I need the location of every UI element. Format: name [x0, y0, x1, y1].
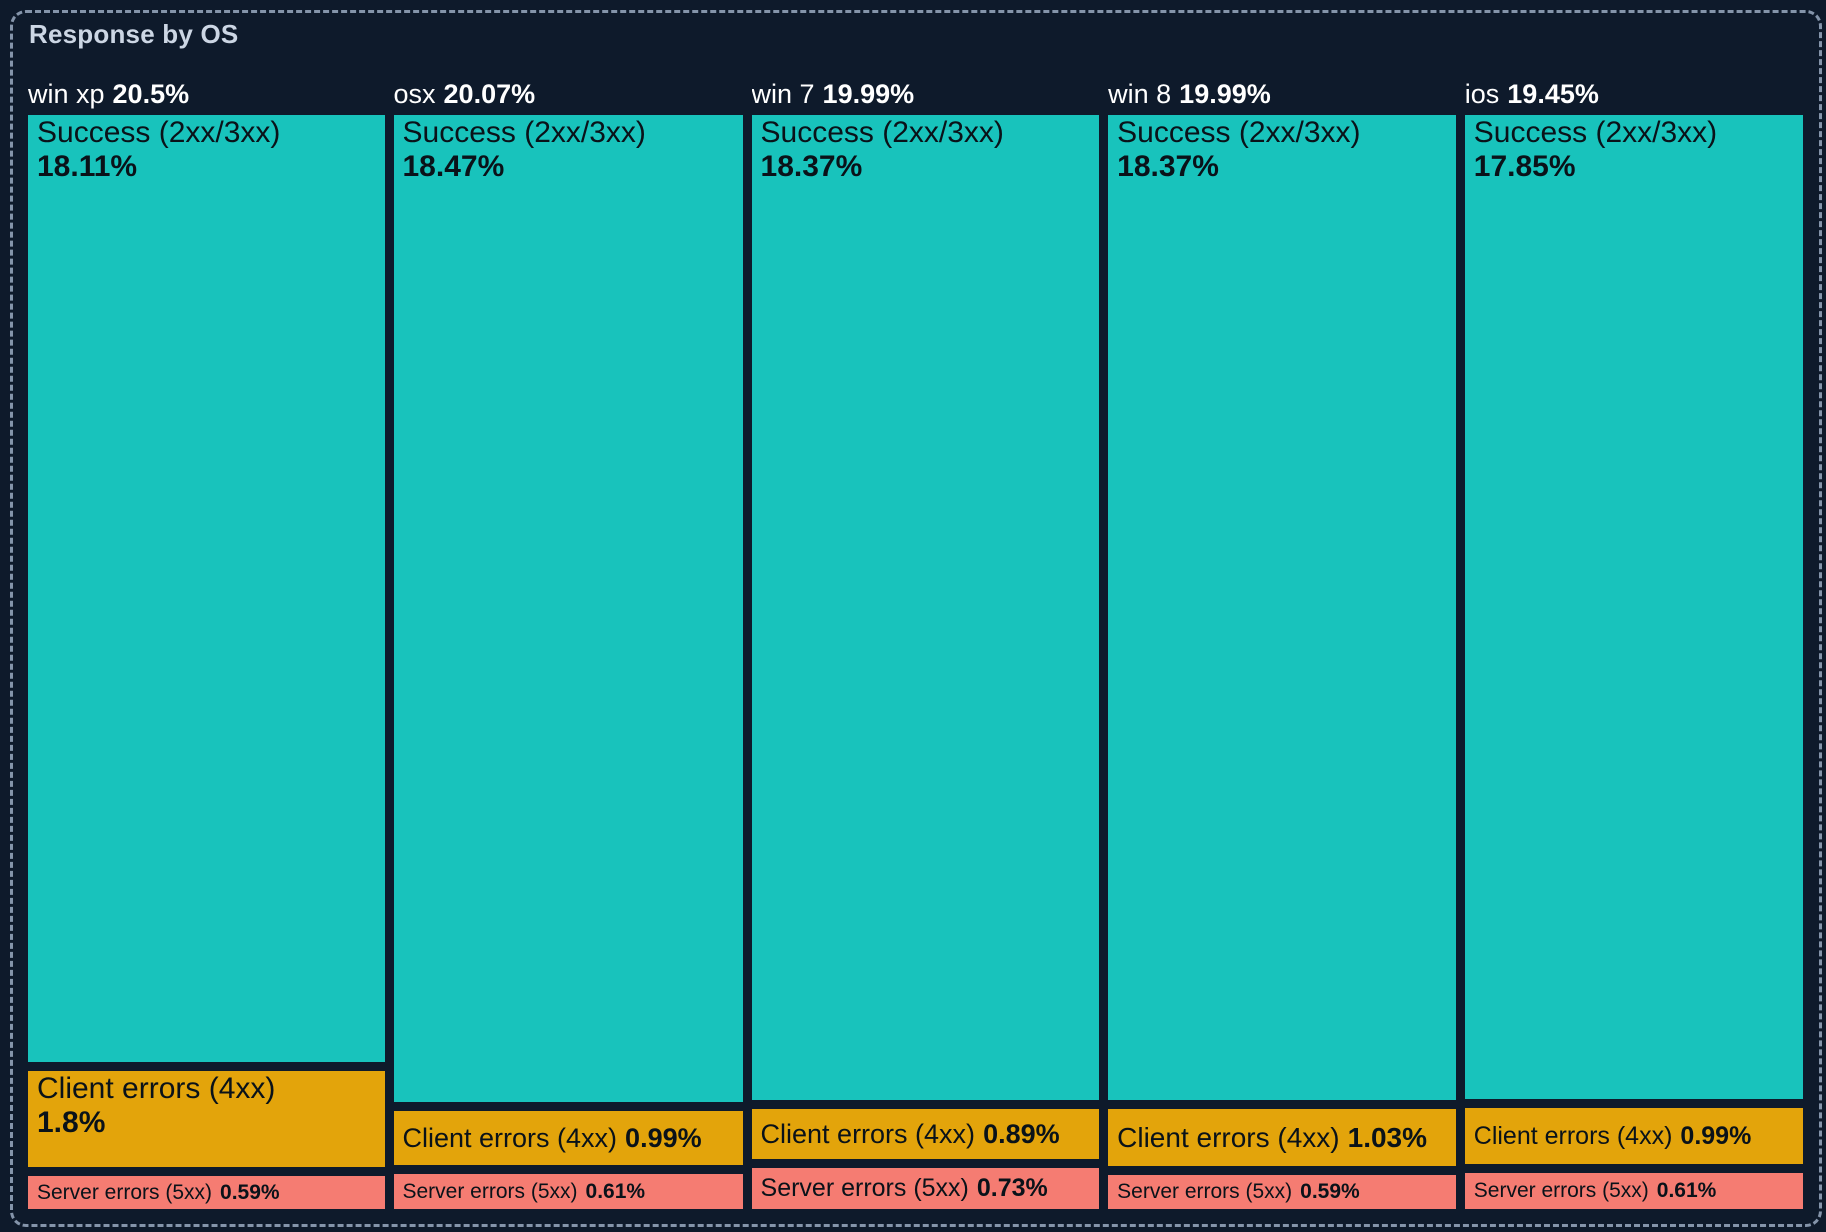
os-percent-value: 19.45%	[1507, 79, 1599, 109]
status-percent-value: 0.61%	[1656, 1179, 1717, 1203]
os-percent-value: 20.07%	[443, 79, 536, 109]
status-percent-value: 0.99%	[1680, 1121, 1752, 1150]
status-percent-value: 17.85%	[1473, 149, 1576, 183]
status-percent-value: 18.37%	[1117, 149, 1219, 183]
os-percent-value: 19.99%	[822, 79, 915, 109]
response-by-os-panel: Response by OS win xp 20.5% Success (2xx/3…	[10, 10, 1822, 1227]
status-label: Client errors (4xx)	[760, 1118, 976, 1149]
os-column-header-ios: ios 19.45%	[1465, 79, 1803, 115]
success-cell-osx[interactable]: Success (2xx/3xx) 18.47%	[393, 115, 743, 1102]
os-column-cells: Success (2xx/3xx) 18.47% Client errors (4x…	[393, 115, 743, 1209]
success-cell-win-7[interactable]: Success (2xx/3xx) 18.37%	[751, 115, 1100, 1101]
status-percent-value: 0.59%	[1300, 1180, 1360, 1204]
status-label: Success (2xx/3xx)	[760, 116, 1004, 149]
status-label: Server errors (5xx)	[1473, 1179, 1649, 1203]
os-column-win-xp: win xp 20.5% Success (2xx/3xx) 18.11% Client…	[28, 79, 385, 1209]
status-label: Server errors (5xx)	[1117, 1180, 1293, 1204]
client-cell-win-7[interactable]: Client errors (4xx) 0.89%	[751, 1109, 1100, 1159]
treemap-chart: win xp 20.5% Success (2xx/3xx) 18.11% Client…	[28, 79, 1803, 1210]
os-name-label: osx	[393, 79, 436, 109]
status-label: Server errors (5xx)	[402, 1179, 578, 1203]
os-name-label: win 8	[1108, 79, 1172, 109]
status-label: Server errors (5xx)	[760, 1173, 969, 1202]
status-percent-value: 0.73%	[976, 1173, 1048, 1202]
status-percent-value: 1.8%	[37, 1105, 106, 1139]
os-name-label: win 7	[751, 79, 815, 109]
server-cell-osx[interactable]: Server errors (5xx) 0.61%	[393, 1174, 743, 1209]
os-column-cells: Success (2xx/3xx) 18.37% Client errors (4x…	[1108, 115, 1456, 1209]
os-column-header-win-xp: win xp 20.5%	[28, 79, 385, 115]
os-percent-value: 19.99%	[1179, 79, 1271, 109]
status-label: Client errors (4xx)	[1473, 1121, 1673, 1150]
status-label: Client errors (4xx)	[1117, 1121, 1340, 1153]
status-label: Success (2xx/3xx)	[402, 116, 646, 149]
client-cell-osx[interactable]: Client errors (4xx) 0.99%	[393, 1110, 743, 1166]
server-cell-win-8[interactable]: Server errors (5xx) 0.59%	[1108, 1175, 1456, 1209]
os-column-cells: Success (2xx/3xx) 17.85% Client errors (4x…	[1464, 115, 1803, 1210]
status-label: Success (2xx/3xx)	[37, 116, 281, 149]
status-label: Success (2xx/3xx)	[1117, 116, 1361, 149]
status-percent-value: 18.11%	[37, 149, 138, 183]
os-column-cells: Success (2xx/3xx) 18.11% Client errors (4x…	[28, 115, 385, 1209]
status-percent-value: 0.61%	[585, 1179, 646, 1203]
server-cell-ios[interactable]: Server errors (5xx) 0.61%	[1464, 1173, 1803, 1210]
os-percent-value: 20.5%	[112, 79, 190, 109]
status-label: Success (2xx/3xx)	[1473, 116, 1718, 149]
client-cell-win-xp[interactable]: Client errors (4xx) 1.8%	[28, 1071, 385, 1168]
client-cell-win-8[interactable]: Client errors (4xx) 1.03%	[1108, 1109, 1456, 1167]
os-column-osx: osx 20.07% Success (2xx/3xx) 18.47% Client e…	[393, 79, 743, 1209]
success-cell-win-xp[interactable]: Success (2xx/3xx) 18.11%	[28, 115, 385, 1063]
os-column-cells: Success (2xx/3xx) 18.37% Client errors (4x…	[751, 115, 1100, 1209]
success-cell-win-8[interactable]: Success (2xx/3xx) 18.37%	[1108, 115, 1456, 1101]
status-percent-value: 0.89%	[983, 1118, 1060, 1149]
status-label: Server errors (5xx)	[37, 1180, 213, 1204]
os-column-ios: ios 19.45% Success (2xx/3xx) 17.85% Client e…	[1464, 79, 1803, 1210]
os-column-win-7: win 7 19.99% Success (2xx/3xx) 18.37% Client…	[751, 79, 1100, 1209]
server-cell-win-7[interactable]: Server errors (5xx) 0.73%	[751, 1167, 1100, 1209]
os-name-label: ios	[1464, 79, 1500, 109]
os-column-header-osx: osx 20.07%	[394, 79, 743, 115]
client-cell-ios[interactable]: Client errors (4xx) 0.99%	[1464, 1107, 1803, 1165]
os-column-win-8: win 8 19.99% Success (2xx/3xx) 18.37% Client…	[1108, 79, 1456, 1209]
panel-title: Response by OS	[29, 19, 239, 49]
status-percent-value: 18.47%	[402, 149, 505, 183]
status-label: Client errors (4xx)	[37, 1072, 276, 1106]
os-name-label: win xp	[28, 79, 105, 109]
status-percent-value: 18.37%	[760, 149, 863, 183]
os-column-header-win-8: win 8 19.99%	[1108, 79, 1456, 115]
server-cell-win-xp[interactable]: Server errors (5xx) 0.59%	[28, 1176, 385, 1209]
os-column-header-win-7: win 7 19.99%	[752, 79, 1100, 115]
status-label: Client errors (4xx)	[402, 1122, 618, 1153]
success-cell-ios[interactable]: Success (2xx/3xx) 17.85%	[1464, 115, 1803, 1099]
status-percent-value: 0.99%	[625, 1122, 702, 1153]
status-percent-value: 1.03%	[1347, 1121, 1428, 1153]
status-percent-value: 0.59%	[220, 1180, 280, 1204]
